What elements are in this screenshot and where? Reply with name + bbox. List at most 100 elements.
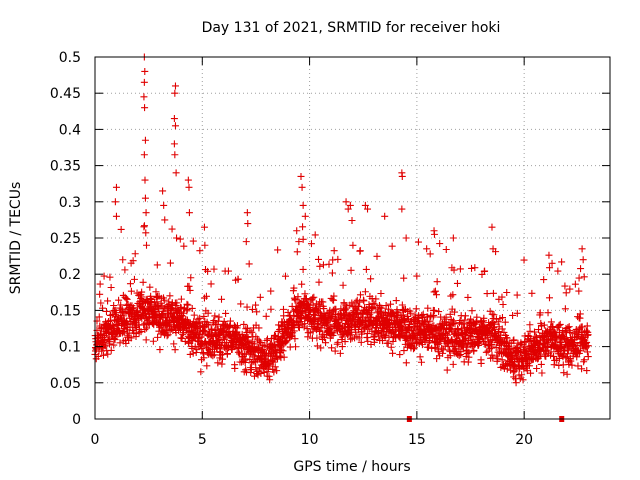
data-point [456, 265, 464, 273]
data-point [220, 317, 228, 325]
data-point [299, 201, 307, 209]
data-point [578, 245, 586, 253]
data-point [473, 313, 481, 321]
data-point [431, 344, 439, 352]
data-point [342, 198, 350, 206]
data-point [301, 290, 309, 298]
data-point [233, 322, 241, 330]
data-point [446, 310, 454, 318]
data-point [545, 294, 553, 302]
data-points [91, 53, 592, 422]
data-point [154, 333, 162, 341]
data-point [143, 241, 150, 249]
data-point [316, 262, 324, 270]
data-point [336, 349, 344, 357]
data-point [279, 347, 287, 355]
data-point [360, 297, 368, 305]
data-point [438, 344, 446, 352]
data-point [576, 310, 584, 318]
data-point [509, 337, 517, 345]
data-point [580, 273, 588, 281]
data-point [336, 310, 344, 318]
data-point [299, 265, 307, 273]
data-point [243, 303, 251, 311]
data-point [398, 205, 406, 213]
grid-lines [95, 57, 610, 419]
data-point [583, 348, 591, 356]
data-point [545, 251, 553, 259]
data-point [475, 341, 483, 349]
data-point [140, 93, 148, 101]
data-point [481, 267, 489, 275]
data-point [550, 352, 558, 360]
data-point [314, 319, 322, 327]
chart-title: Day 131 of 2021, SRMTID for receiver hok… [202, 20, 501, 36]
data-point [180, 242, 188, 250]
data-point [348, 217, 356, 225]
data-point [561, 305, 569, 313]
data-point [267, 287, 275, 295]
data-point [513, 309, 521, 317]
y-tick-label: 0 [72, 412, 81, 428]
data-point [363, 330, 371, 338]
data-point [401, 318, 409, 326]
data-point [202, 292, 210, 300]
data-point [166, 259, 174, 267]
data-point [461, 316, 469, 324]
data-point [291, 335, 299, 343]
data-point [519, 376, 527, 384]
data-point [262, 312, 270, 320]
data-point [263, 337, 271, 344]
data-point [117, 225, 125, 233]
data-point [317, 344, 325, 352]
y-tick-label: 0.35 [50, 159, 81, 175]
data-point [548, 259, 556, 267]
data-point [384, 339, 392, 347]
data-point [373, 309, 381, 317]
data-point [381, 212, 389, 220]
data-point [521, 343, 529, 351]
data-point [189, 237, 197, 245]
data-point [327, 323, 335, 331]
data-point [567, 357, 575, 365]
data-point [426, 317, 434, 325]
data-point [226, 317, 234, 325]
data-point [535, 326, 543, 334]
data-point [104, 350, 112, 358]
data-point [142, 336, 150, 344]
data-point [119, 256, 127, 264]
data-point [488, 310, 496, 318]
data-point [126, 280, 134, 288]
data-point [315, 255, 323, 263]
y-axis-label: SRMTID / TECUs [8, 182, 24, 295]
data-point [450, 266, 458, 274]
data-point [512, 353, 520, 361]
data-point [424, 304, 432, 312]
data-point [97, 299, 105, 307]
data-point [564, 324, 572, 332]
data-point [127, 287, 135, 295]
y-tick-label: 0.2 [59, 267, 81, 283]
data-point [556, 320, 564, 328]
data-point [411, 344, 419, 352]
data-point [465, 353, 473, 361]
y-tick-label: 0.25 [50, 231, 81, 247]
data-point [266, 376, 274, 384]
data-point [468, 264, 476, 272]
data-point [578, 323, 586, 331]
data-point [334, 338, 342, 346]
data-point [185, 209, 193, 217]
data-point [101, 342, 109, 350]
data-point [500, 365, 508, 373]
data-point [122, 295, 130, 303]
data-point [210, 317, 218, 325]
data-point [298, 183, 306, 191]
data-point [416, 353, 424, 361]
data-point [186, 350, 194, 358]
data-point [163, 332, 171, 340]
data-point [558, 258, 566, 266]
data-point [579, 256, 587, 264]
data-point [528, 289, 536, 297]
data-point [385, 305, 393, 313]
data-point [364, 337, 372, 345]
